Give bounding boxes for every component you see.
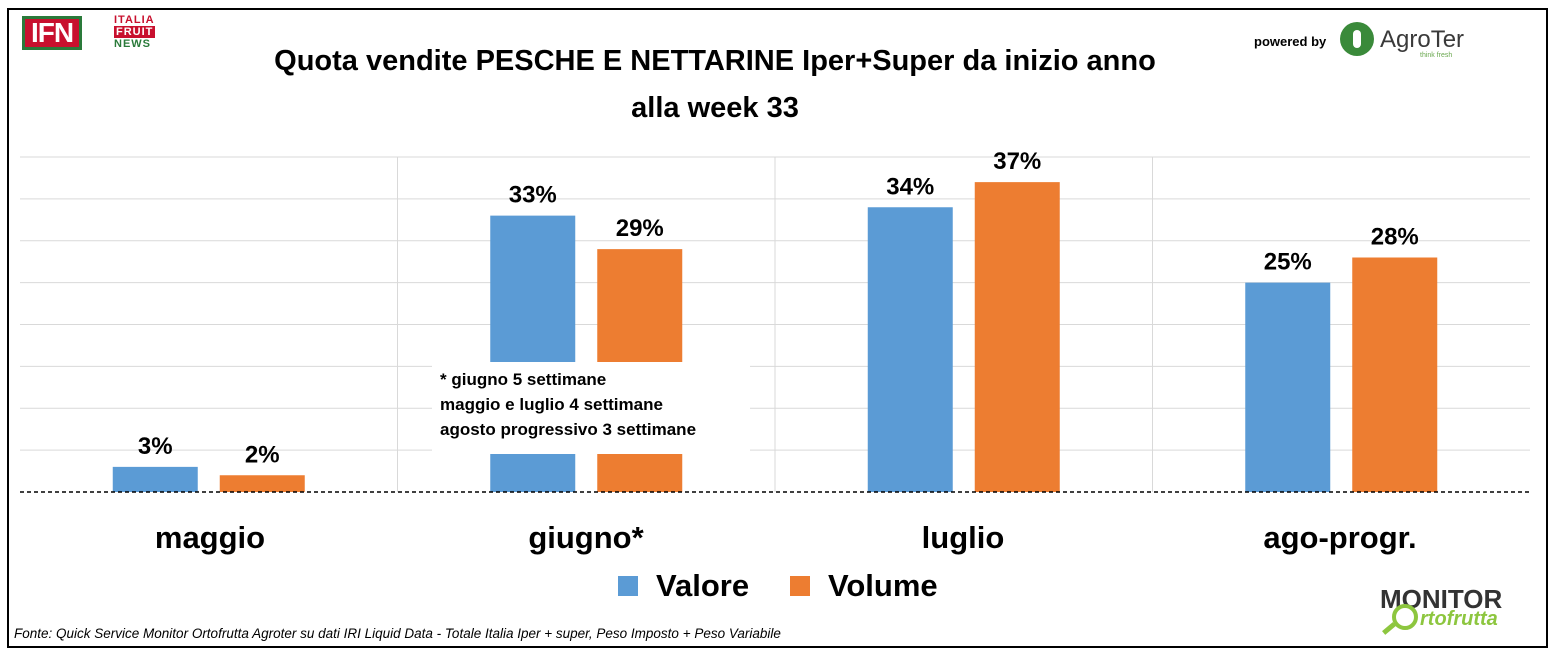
monitor-ortofrutta-logo: MONITOR rtofrutta	[1376, 584, 1541, 636]
legend-swatch-valore	[618, 576, 638, 596]
ifn-logo: IFN ITALIA FRUIT NEWS	[22, 14, 172, 54]
ifn-word-italia: ITALIA	[114, 14, 155, 26]
bar-volume	[219, 475, 305, 492]
ifn-word-news: NEWS	[114, 38, 151, 50]
magnifier-handle-icon	[1382, 622, 1396, 635]
legend-item-valore: Valore	[618, 566, 749, 606]
bar-valore	[867, 207, 953, 492]
data-label-valore: 25%	[1264, 249, 1312, 276]
bar-volume	[974, 182, 1060, 492]
data-label-valore: 33%	[509, 182, 557, 209]
legend-item-volume: Volume	[790, 566, 938, 606]
ifn-logo-words: ITALIA FRUIT NEWS	[114, 14, 156, 50]
data-label-valore: 3%	[138, 433, 173, 460]
chart-title: Quota vendite PESCHE E NETTARINE Iper+Su…	[180, 38, 1250, 132]
chart-title-line2: alla week 33	[631, 92, 799, 124]
category-label-giugno: giugno*	[528, 520, 644, 555]
ifn-word-fruit: FRUIT	[114, 26, 156, 38]
data-label-volume: 37%	[993, 150, 1041, 175]
note-line: maggio e luglio 4 settimane	[440, 395, 663, 414]
bar-valore	[112, 466, 198, 492]
chart-title-line1: Quota vendite PESCHE E NETTARINE Iper+Su…	[274, 45, 1156, 77]
source-note: Fonte: Quick Service Monitor Ortofrutta …	[14, 626, 781, 641]
note-line: agosto progressivo 3 settimane	[440, 420, 697, 439]
note-line: * giugno 5 settimane	[440, 370, 607, 389]
data-label-volume: 29%	[616, 215, 664, 242]
category-label-luglio: luglio	[921, 520, 1005, 555]
category-label-maggio: maggio	[154, 520, 266, 555]
magnifier-icon	[1392, 604, 1418, 630]
bar-chart: 3% 2% 33% 29% 34% 37% 25% 28%	[20, 150, 1530, 493]
bar-valore	[1245, 282, 1331, 492]
monitor-logo-bottom: rtofrutta	[1420, 608, 1498, 630]
data-label-volume: 2%	[245, 441, 280, 468]
data-label-volume: 28%	[1371, 224, 1419, 251]
legend-label-valore: Valore	[656, 568, 750, 603]
category-label-ago-progr: ago-progr.	[1263, 520, 1417, 555]
data-label-valore: 34%	[886, 173, 934, 200]
legend-label-volume: Volume	[828, 568, 938, 603]
ifn-logo-mark: IFN	[22, 16, 83, 50]
agroter-logo-text: AgroTer	[1380, 26, 1465, 53]
note-box: * giugno 5 settimane maggio e luglio 4 s…	[432, 362, 750, 454]
tree-icon	[1340, 22, 1374, 56]
powered-by-label: powered by	[1254, 34, 1327, 49]
bar-volume	[1352, 257, 1438, 492]
agroter-logo: AgroTer think fresh	[1340, 22, 1470, 62]
agroter-logo-tagline: think fresh	[1420, 52, 1453, 59]
legend-swatch-volume	[790, 576, 810, 596]
